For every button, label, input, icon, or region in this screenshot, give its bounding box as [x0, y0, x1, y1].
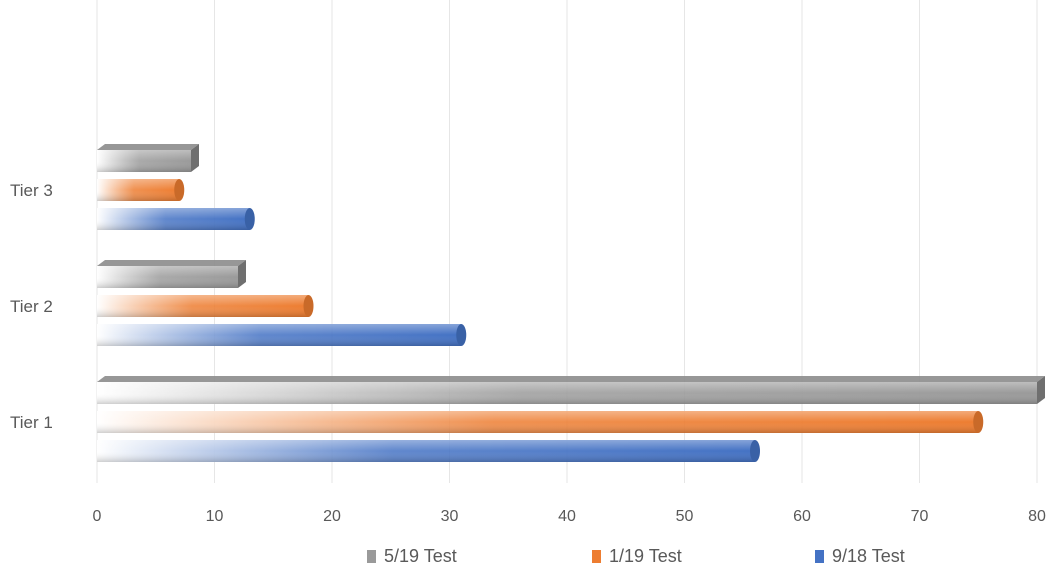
- bar: [97, 260, 246, 288]
- bar-chart: Tier 1 Tier 2 Tier 3 0 10 20 30 40 50 60 70 80: [10, 0, 1046, 525]
- legend-swatch-icon: [367, 550, 376, 563]
- x-tick-label: 80: [1028, 508, 1046, 525]
- value-axis: 0 10 20 30 40 50 60 70 80: [93, 508, 1046, 525]
- legend-item-1-19: 1/19 Test: [592, 546, 682, 567]
- x-tick-label: 20: [323, 508, 341, 525]
- x-tick-label: 40: [558, 508, 576, 525]
- legend-item-5-19: 5/19 Test: [367, 546, 457, 567]
- bar: [97, 179, 185, 201]
- legend-label: 5/19 Test: [384, 546, 457, 566]
- legend-swatch-icon: [815, 550, 824, 563]
- x-tick-label: 50: [676, 508, 694, 525]
- x-tick-label: 0: [93, 508, 102, 525]
- bar: [97, 376, 1045, 404]
- bar: [97, 144, 199, 172]
- legend-label: 1/19 Test: [609, 546, 682, 566]
- legend-label: 9/18 Test: [832, 546, 905, 566]
- bar: [97, 295, 314, 317]
- bar: [97, 411, 984, 433]
- legend: 5/19 Test 1/19 Test 9/18 Test: [0, 546, 1053, 572]
- bar: [97, 208, 255, 230]
- x-tick-label: 70: [911, 508, 929, 525]
- x-tick-label: 10: [206, 508, 224, 525]
- category-label: Tier 1: [10, 413, 53, 432]
- bar: [97, 324, 467, 346]
- x-tick-label: 30: [441, 508, 459, 525]
- gridlines: [96, 0, 1038, 483]
- legend-swatch-icon: [592, 550, 601, 563]
- category-label: Tier 2: [10, 297, 53, 316]
- plot-area: [97, 144, 1045, 462]
- legend-item-9-18: 9/18 Test: [815, 546, 905, 567]
- category-axis: Tier 1 Tier 2 Tier 3: [10, 181, 53, 432]
- x-tick-label: 60: [793, 508, 811, 525]
- category-label: Tier 3: [10, 181, 53, 200]
- bar: [97, 440, 760, 462]
